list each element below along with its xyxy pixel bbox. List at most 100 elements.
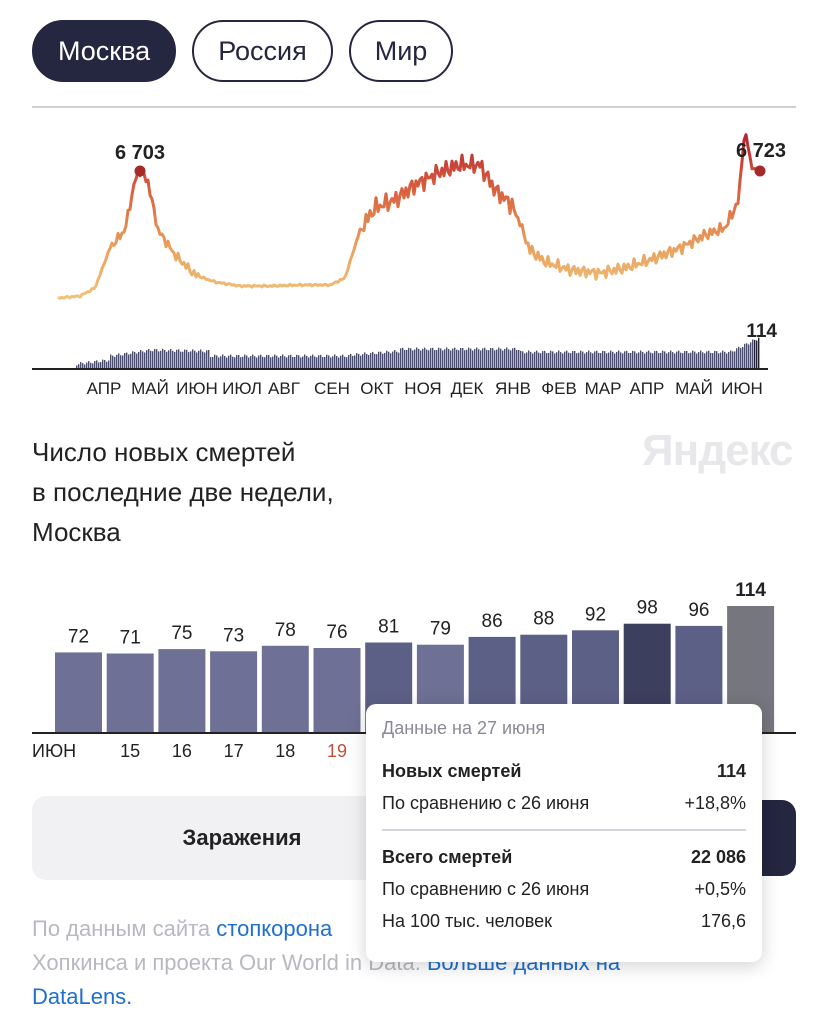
- daily-bar: [112, 355, 114, 368]
- peak1-label: 6 703: [115, 142, 165, 164]
- daily-bar: [758, 337, 760, 368]
- daily-bar: [544, 350, 546, 368]
- peak2-marker: [754, 165, 766, 177]
- stopcoronavirus-link[interactable]: стопкорона: [216, 916, 333, 941]
- daily-bar: [682, 353, 684, 368]
- bar-tick-label: 19: [327, 741, 347, 761]
- bar[interactable]: [158, 649, 206, 732]
- daily-bar: [626, 350, 628, 368]
- month-label: ФЕВ: [541, 379, 577, 398]
- infections-button-label: Заражения: [182, 825, 302, 850]
- daily-bar: [374, 353, 376, 368]
- overview-baseline: [32, 368, 768, 370]
- daily-bar: [706, 351, 708, 368]
- daily-bar: [370, 352, 372, 368]
- daily-bar: [732, 351, 734, 368]
- daily-bar: [474, 349, 476, 368]
- tooltip-per100k: На 100 тыс. человек 176,6: [382, 905, 746, 937]
- daily-bar: [246, 355, 248, 368]
- yandex-logo: Яндекс: [642, 426, 794, 475]
- daily-bar: [608, 352, 610, 368]
- daily-bar: [344, 356, 346, 368]
- bar[interactable]: [55, 652, 102, 732]
- daily-bar: [260, 354, 262, 368]
- daily-bar: [756, 340, 758, 368]
- datalens-link[interactable]: DataLens.: [32, 984, 133, 1009]
- month-label: МАЙ: [131, 379, 169, 398]
- tooltip-new-cmp-label: По сравнению с 26 июня: [382, 793, 590, 813]
- daily-bar: [644, 353, 646, 368]
- daily-bar: [402, 347, 404, 368]
- daily-bar: [636, 353, 638, 368]
- daily-bar: [596, 350, 598, 368]
- bar[interactable]: [313, 648, 361, 732]
- daily-bar: [730, 350, 732, 368]
- daily-bar: [264, 357, 266, 368]
- daily-bar: [502, 350, 504, 368]
- daily-bar: [664, 351, 666, 368]
- daily-bar: [488, 350, 490, 368]
- tab-moscow[interactable]: Москва: [32, 20, 177, 82]
- daily-bars: [76, 337, 760, 368]
- daily-bar: [530, 351, 532, 368]
- daily-bar: [340, 355, 342, 368]
- daily-bar: [460, 348, 462, 368]
- daily-bar: [318, 355, 320, 368]
- daily-bar: [122, 355, 124, 368]
- daily-bar: [704, 353, 706, 368]
- bar-value-label: 81: [378, 617, 399, 638]
- daily-bar: [392, 351, 394, 368]
- daily-bar: [632, 350, 634, 368]
- daily-bar: [726, 353, 728, 368]
- daily-bar: [462, 348, 464, 368]
- daily-bar: [270, 357, 272, 368]
- daily-bar: [390, 353, 392, 368]
- daily-bar: [748, 344, 750, 368]
- daily-bar: [292, 357, 294, 368]
- daily-bar: [178, 349, 180, 368]
- daily-bar: [298, 355, 300, 368]
- daily-bar: [680, 352, 682, 368]
- bar-value-label: 98: [637, 598, 658, 619]
- month-label: ИЮН: [721, 379, 763, 398]
- daily-bar: [188, 352, 190, 368]
- daily-bar: [406, 350, 408, 368]
- tab-world[interactable]: Мир: [348, 20, 454, 82]
- tab-russia[interactable]: Россия: [192, 20, 333, 82]
- daily-bar: [98, 362, 100, 368]
- month-label: НОЯ: [404, 379, 441, 398]
- daily-bar: [206, 350, 208, 368]
- daily-bar: [174, 351, 176, 368]
- daily-bar: [266, 354, 268, 368]
- daily-bar: [394, 350, 396, 368]
- daily-bar: [606, 353, 608, 368]
- daily-bar: [620, 352, 622, 368]
- daily-bar: [724, 351, 726, 368]
- data-tooltip: Данные на 27 июня Новых смертей 114 По с…: [366, 704, 762, 962]
- daily-bar: [350, 354, 352, 368]
- daily-bar: [288, 355, 290, 368]
- daily-bar: [554, 353, 556, 368]
- daily-bar: [602, 350, 604, 368]
- bar-value-label: 114: [735, 580, 766, 601]
- bar[interactable]: [261, 645, 309, 732]
- daily-bar: [532, 353, 534, 368]
- daily-bar: [118, 353, 120, 368]
- daily-bar: [646, 351, 648, 368]
- daily-bar: [668, 352, 670, 368]
- daily-bar: [510, 350, 512, 368]
- daily-bar: [586, 352, 588, 368]
- bar[interactable]: [210, 651, 258, 732]
- tooltip-per100k-value: 176,6: [700, 911, 746, 931]
- daily-bar: [512, 348, 514, 368]
- daily-bar: [566, 350, 568, 368]
- daily-bar: [368, 355, 370, 368]
- overview-chart[interactable]: 6 703 6 723 114 АПР МАЙ ИЮН ИЮЛ АВГ СЕН ОКТ НОЯ…: [0, 110, 828, 410]
- bar-value-label: 72: [68, 626, 89, 647]
- bar[interactable]: [106, 653, 154, 733]
- daily-bar: [322, 357, 324, 368]
- daily-bar: [504, 348, 506, 368]
- daily-bar: [604, 351, 606, 368]
- daily-bar: [508, 349, 510, 368]
- daily-bar: [404, 350, 406, 368]
